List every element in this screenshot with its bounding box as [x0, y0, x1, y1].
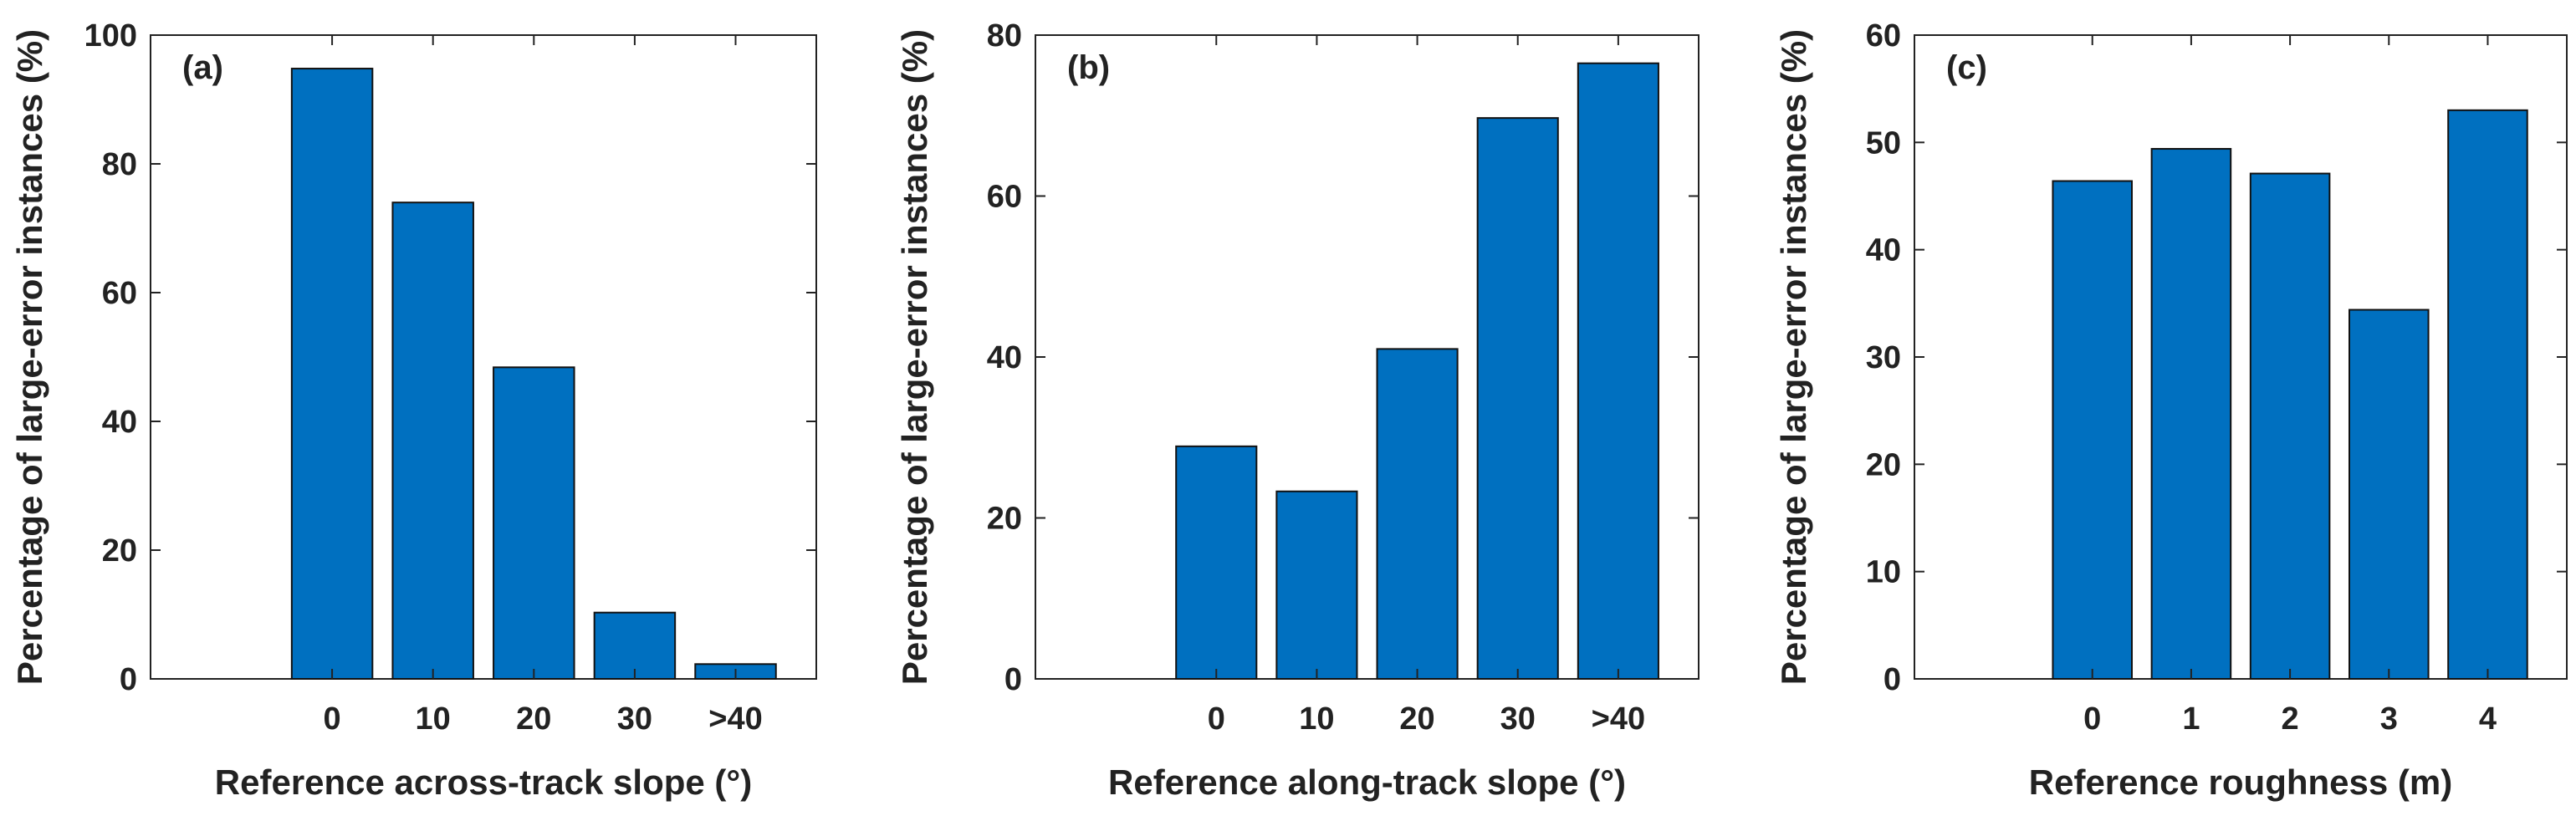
y-tick-label: 10 — [1866, 555, 1901, 590]
x-tick-label: 10 — [416, 701, 451, 737]
bar — [290, 68, 374, 681]
y-tick-label: 80 — [987, 18, 1022, 54]
y-tick-label: 50 — [1866, 125, 1901, 161]
x-axis-title: Reference across-track slope (°) — [215, 762, 752, 802]
bar — [2249, 172, 2331, 681]
x-tick-label: 1 — [2182, 701, 2200, 737]
y-tick-label: 40 — [102, 405, 137, 440]
bar — [2052, 180, 2134, 681]
bar — [2349, 309, 2430, 680]
x-tick-label: 20 — [516, 701, 551, 737]
panel-label: (c) — [1946, 49, 1987, 86]
y-axis-title: Percentage of large-error instances (%) — [1774, 29, 1813, 685]
y-tick-label: 60 — [987, 180, 1022, 215]
x-tick-label: 0 — [1208, 701, 1225, 737]
bar — [1476, 117, 1559, 680]
y-tick-label: 20 — [987, 502, 1022, 537]
panel-label: (b) — [1067, 49, 1110, 86]
x-tick-label: 30 — [1500, 701, 1536, 737]
bar — [2447, 109, 2528, 681]
y-tick-label: 0 — [120, 662, 137, 697]
x-tick-label: 10 — [1299, 701, 1334, 737]
bar — [1376, 348, 1459, 680]
x-axis-title: Reference roughness (m) — [2029, 762, 2452, 802]
y-tick-label: 20 — [1866, 447, 1901, 482]
panel-label: (a) — [182, 49, 223, 86]
x-tick-label: 20 — [1399, 701, 1434, 737]
y-tick-label: 60 — [1866, 18, 1901, 54]
bar — [593, 611, 677, 680]
y-tick-label: 100 — [84, 18, 137, 54]
y-tick-label: 0 — [1004, 662, 1022, 697]
y-axis-title: Percentage of large-error instances (%) — [10, 29, 49, 685]
x-axis-title: Reference along-track slope (°) — [1108, 762, 1626, 802]
bar — [2150, 148, 2232, 681]
bar — [391, 201, 474, 680]
y-axis-title: Percentage of large-error instances (%) — [895, 29, 934, 685]
y-tick-label: 20 — [102, 533, 137, 569]
chart-panel-2: 0 20 40 60 80 0 10 20 30 >40 (b) Reference along-tr… — [895, 18, 1699, 802]
y-tick-label: 0 — [1883, 662, 1901, 697]
y-tick-label: 40 — [987, 340, 1022, 375]
plot-area — [150, 34, 817, 680]
x-tick-label: 30 — [617, 701, 652, 737]
x-tick-label: >40 — [1592, 701, 1645, 737]
x-tick-label: 0 — [2083, 701, 2101, 737]
bar — [1175, 445, 1258, 681]
x-tick-label: 0 — [324, 701, 341, 737]
bar — [1577, 62, 1659, 680]
y-tick-label: 80 — [102, 147, 137, 182]
chart-panel-1: 0 20 40 60 80 100 0 10 20 30 >40 (a) Reference acros… — [10, 18, 817, 802]
x-tick-label: 4 — [2479, 701, 2497, 737]
y-tick-label: 40 — [1866, 233, 1901, 268]
chart-panel-3: 0 10 20 30 40 50 60 0 1 2 3 4 (c) Reference roughness… — [1774, 18, 2568, 802]
x-tick-label: 2 — [2282, 701, 2299, 737]
x-tick-label: 3 — [2380, 701, 2398, 737]
bar — [493, 366, 575, 680]
y-tick-label: 60 — [102, 276, 137, 311]
bar — [1275, 490, 1358, 680]
y-tick-label: 30 — [1866, 340, 1901, 375]
x-tick-label: >40 — [708, 701, 762, 737]
